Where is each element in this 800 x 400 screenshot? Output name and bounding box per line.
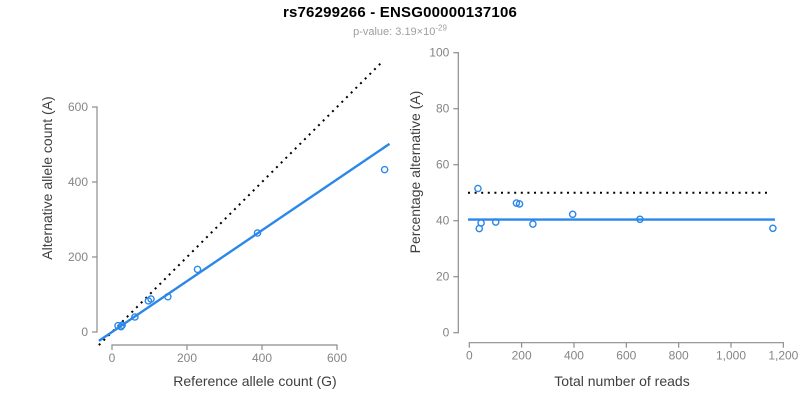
expected-5050-line [98,62,382,346]
x-tick-label: 400 [252,351,272,365]
x-axis-title: Reference allele count (G) [173,373,336,389]
figure-subtitle: p-value: 3.19×10-29 [0,23,800,38]
y-tick-label: 100 [429,46,449,60]
data-point [193,265,202,274]
y-tick-label: 600 [68,100,88,114]
data-point [117,322,125,331]
y-tick-label: 60 [436,158,450,172]
x-tick-label: 1,000 [716,349,746,363]
data-point [380,165,389,174]
x-tick-label: 600 [616,349,636,363]
y-tick-label: 400 [68,175,88,189]
allele-count-scatter-plot: 0 200 400 600 0 200 400 600 Reference allele cou… [39,62,391,389]
data-point [512,199,521,207]
data-point [118,321,126,330]
y-tick-label: 0 [81,325,88,339]
data-point [636,215,644,224]
data-point [529,220,537,228]
x-tick-label: 0 [466,349,473,363]
data-point [477,219,485,227]
percentage-scatter-plot: 0 20 40 60 80 100 0 200 400 600 800 1,000 1,200 Total… [407,46,799,389]
x-tick-label: 800 [669,349,689,363]
fitted-line [98,142,391,342]
y-tick-label: 200 [68,250,88,264]
x-tick-label: 200 [177,351,197,365]
y-tick-label: 80 [436,102,450,116]
data-point [164,292,172,301]
pvalue-exponent: -29 [435,23,447,33]
x-tick-label: 600 [327,351,347,365]
data-point [491,218,500,226]
data-point [147,295,155,303]
x-tick-label: 1,200 [768,349,798,363]
data-point [253,229,262,237]
y-axis-title: Alternative allele count (A) [39,96,55,259]
data-point [769,224,777,233]
pvalue-label: p-value: 3.19×10 [353,26,436,38]
data-point [568,210,577,219]
y-tick-label: 20 [436,270,450,284]
y-tick-label: 0 [443,326,450,340]
x-axis-title: Total number of reads [554,373,689,389]
x-tick-label: 200 [512,349,532,363]
figure-title: rs76299266 - ENSG00000137106 [282,4,518,21]
x-tick-label: 400 [564,349,584,363]
data-point [515,200,524,208]
data-point [474,184,482,193]
y-tick-label: 40 [436,214,450,228]
data-point [131,313,139,321]
x-tick-label: 0 [109,351,116,365]
y-axis-title: Percentage alternative (A) [407,91,423,254]
